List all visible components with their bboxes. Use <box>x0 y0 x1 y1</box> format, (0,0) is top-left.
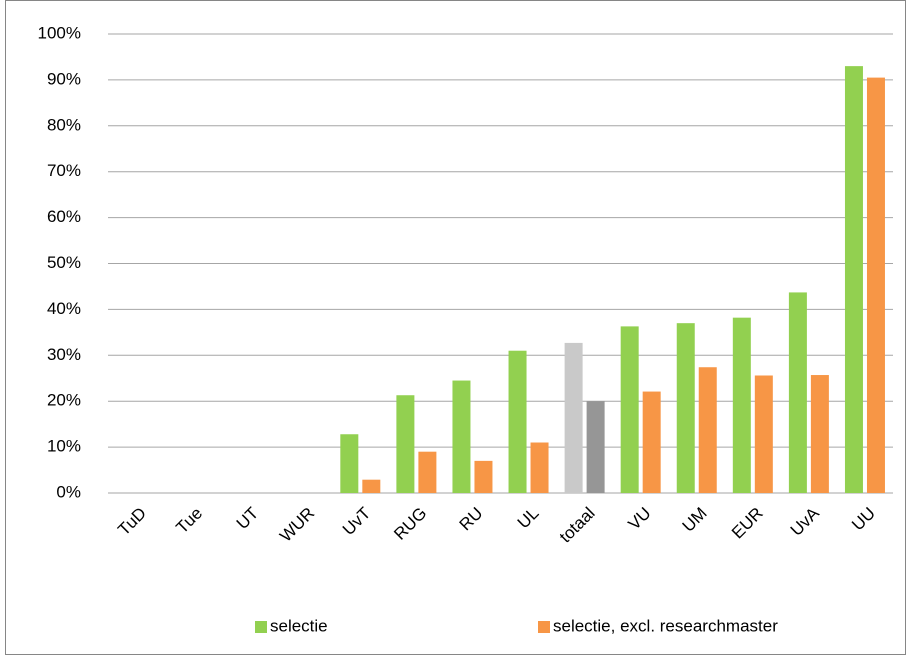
legend-label: selectie <box>270 616 328 635</box>
x-tick-label: UU <box>848 504 879 535</box>
y-tick-label: 50% <box>47 253 81 272</box>
x-tick-label: UvA <box>787 503 824 540</box>
y-tick-label: 60% <box>47 207 81 226</box>
x-tick-label: TuD <box>114 504 150 540</box>
bar <box>530 442 549 493</box>
y-tick-label: 80% <box>47 115 81 134</box>
bar <box>474 460 493 493</box>
bar <box>754 375 773 493</box>
x-tick-label: UM <box>679 504 711 536</box>
bar <box>340 434 359 493</box>
bar <box>788 292 807 493</box>
y-tick-label: 100% <box>38 23 81 42</box>
x-tick-label: RUG <box>390 504 430 544</box>
y-tick-label: 10% <box>47 437 81 456</box>
bar <box>452 380 471 493</box>
bar <box>586 401 605 493</box>
chart-border <box>5 0 906 655</box>
legend-swatch <box>255 621 267 633</box>
legend-swatch <box>538 621 550 633</box>
x-tick-label: WUR <box>276 504 318 546</box>
bar <box>418 451 437 493</box>
y-tick-label: 70% <box>47 161 81 180</box>
bar <box>866 77 885 493</box>
y-tick-label: 40% <box>47 299 81 318</box>
bar <box>508 350 527 493</box>
y-tick-label: 20% <box>47 391 81 410</box>
y-tick-label: 0% <box>56 482 81 501</box>
legend-label: selectie, excl. researchmaster <box>553 616 778 635</box>
bar <box>676 323 695 493</box>
bar <box>642 391 661 493</box>
bar <box>844 66 863 493</box>
x-tick-label: UvT <box>339 504 374 539</box>
bar <box>810 375 829 493</box>
bar <box>396 395 415 493</box>
x-tick-label: totaal <box>556 504 599 547</box>
y-tick-label: 30% <box>47 345 81 364</box>
x-tick-label: VU <box>625 504 655 534</box>
bar <box>732 317 751 493</box>
bar <box>362 479 381 493</box>
x-tick-label: EUR <box>728 504 767 543</box>
bar <box>564 342 583 493</box>
x-tick-label: Tue <box>172 504 206 538</box>
x-tick-label: RU <box>456 504 487 535</box>
x-tick-label: UL <box>514 504 543 533</box>
bar <box>698 367 717 493</box>
bar <box>620 326 639 493</box>
y-tick-label: 90% <box>47 69 81 88</box>
x-tick-label: UT <box>233 504 262 533</box>
